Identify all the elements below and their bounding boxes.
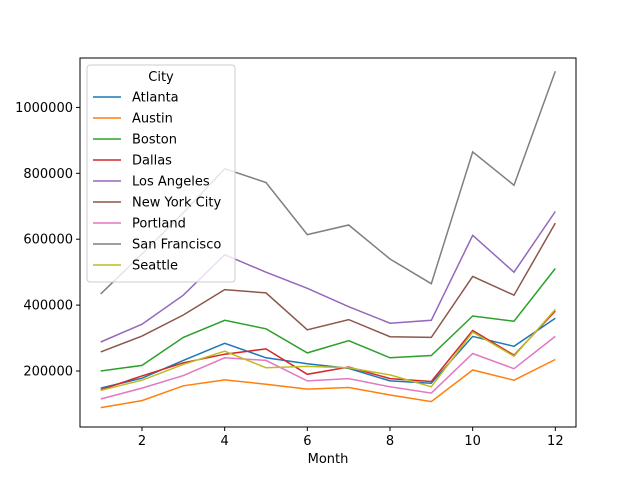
y-tick-label: 800000 xyxy=(23,167,73,182)
legend: City Atlanta Austin Boston Dallas Los Angele… xyxy=(86,64,236,283)
plot-frame xyxy=(79,57,577,428)
x-tick-label: 12 xyxy=(547,434,564,449)
legend-label: Atlanta xyxy=(132,91,179,106)
series-line-los-angeles xyxy=(100,211,556,343)
legend-item: Los Angeles xyxy=(93,175,210,190)
y-axis: 200000 400000 600000 800000 1000000 xyxy=(15,101,80,379)
legend-item: New York City xyxy=(93,196,221,211)
legend-label: Boston xyxy=(132,133,177,148)
x-tick-label: 6 xyxy=(303,434,311,449)
series-line-boston xyxy=(100,268,556,372)
legend-item: Boston xyxy=(93,133,177,148)
legend-label: Dallas xyxy=(132,154,172,169)
legend-label: San Francisco xyxy=(132,238,221,253)
series-line-portland xyxy=(100,335,556,400)
series-line-new-york-city xyxy=(100,222,556,353)
x-tick-label: 8 xyxy=(386,434,394,449)
legend-label: New York City xyxy=(132,196,221,211)
y-tick-label: 1000000 xyxy=(15,101,73,116)
y-tick-label: 200000 xyxy=(23,364,73,379)
legend-label: Seattle xyxy=(132,259,178,274)
y-tick-label: 400000 xyxy=(23,299,73,314)
legend-title: City xyxy=(148,70,174,85)
series-line-seattle xyxy=(100,308,556,392)
series-lines xyxy=(100,70,557,409)
x-axis-label: Month xyxy=(308,452,349,467)
x-tick-label: 2 xyxy=(138,434,146,449)
legend-box xyxy=(86,64,236,283)
legend-item: San Francisco xyxy=(93,238,221,253)
legend-item: Austin xyxy=(93,112,173,127)
legend-label: Austin xyxy=(132,112,173,127)
x-tick-label: 4 xyxy=(221,434,229,449)
series-line-atlanta xyxy=(100,317,556,389)
legend-items: Atlanta Austin Boston Dallas Los Angeles New … xyxy=(93,91,221,274)
legend-item: Dallas xyxy=(93,154,172,169)
series-line-austin xyxy=(100,358,556,409)
legend-item: Seattle xyxy=(93,259,178,274)
x-axis: 2 4 6 8 10 12 xyxy=(138,427,564,449)
legend-item: Portland xyxy=(93,217,186,232)
legend-label: Portland xyxy=(132,217,186,232)
x-tick-label: 10 xyxy=(464,434,481,449)
series-line-dallas xyxy=(100,310,556,391)
legend-item: Atlanta xyxy=(93,91,179,106)
y-tick-label: 600000 xyxy=(23,233,73,248)
legend-label: Los Angeles xyxy=(132,175,210,190)
